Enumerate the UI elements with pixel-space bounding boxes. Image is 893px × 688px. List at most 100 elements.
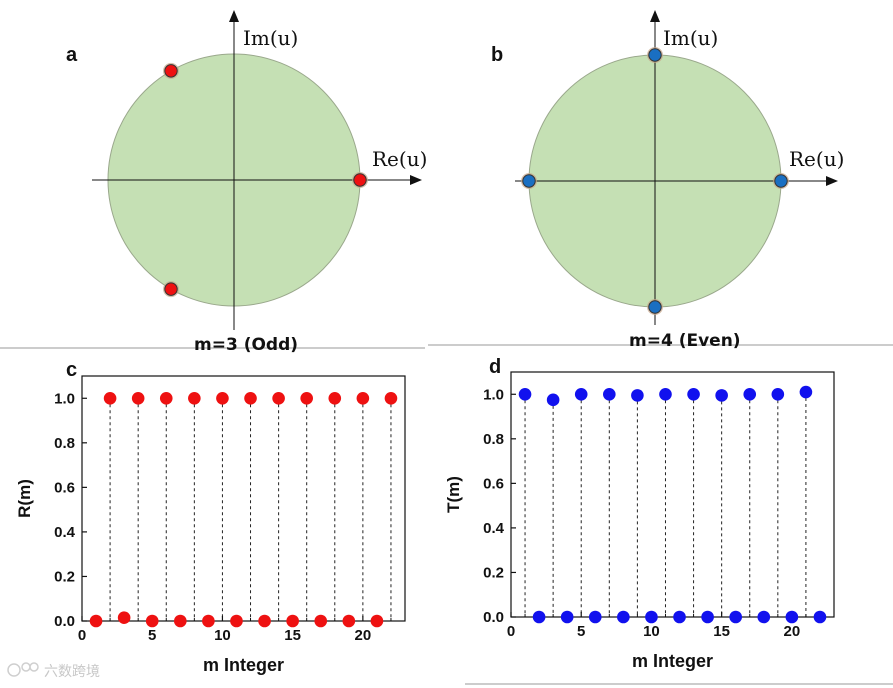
- odd-point: [353, 173, 367, 187]
- data-point: [244, 391, 257, 405]
- y-tick-label: 0.4: [483, 520, 505, 537]
- data-point: [687, 387, 700, 401]
- re-label-b: Re(u): [789, 147, 844, 171]
- caption-b: m=4 (Even): [629, 331, 741, 351]
- data-point: [617, 610, 630, 624]
- panel-c: c 0.0 0.2 0.4 0.6 0.8 1.0 0 5 10 15 20 m Integer R(m…: [15, 359, 406, 675]
- data-point: [202, 614, 215, 628]
- data-point: [673, 610, 686, 624]
- data-point: [342, 614, 356, 628]
- watermark-logo-icon: [7, 662, 39, 677]
- data-point: [258, 614, 271, 628]
- data-point: [300, 391, 313, 405]
- x-tick-label: 10: [214, 627, 231, 644]
- y-tick-label: 0.4: [54, 524, 76, 541]
- even-point: [648, 48, 662, 62]
- data-point: [715, 389, 728, 402]
- data-point: [216, 391, 229, 405]
- x-tick-label: 15: [284, 627, 301, 644]
- y-axis-label: R(m): [15, 479, 34, 518]
- data-point: [813, 610, 827, 624]
- x-tick-label: 5: [577, 623, 585, 640]
- points-b: [521, 47, 789, 315]
- y-tick-label: 0.0: [483, 609, 504, 626]
- data-point: [701, 610, 714, 624]
- even-point: [522, 174, 536, 188]
- y-axis-label: T(m): [444, 476, 463, 513]
- panel-letter-a: a: [66, 44, 78, 66]
- panel-b: b Im(u) Re(u) m=4 (Even): [491, 10, 844, 351]
- data-point: [356, 391, 370, 405]
- im-label-b: Im(u): [663, 26, 718, 50]
- data-point: [188, 391, 201, 405]
- data-point: [272, 391, 285, 405]
- data-point: [631, 389, 644, 402]
- x-tick-label: 20: [355, 627, 372, 644]
- data-point: [729, 610, 742, 624]
- y-tick-label: 0.6: [483, 475, 504, 492]
- data-point: [659, 387, 672, 401]
- data-point: [532, 610, 546, 624]
- data-point: [645, 610, 658, 624]
- data-point: [174, 614, 187, 628]
- panel-letter-c: c: [66, 359, 77, 381]
- y-tick-label: 1.0: [483, 386, 504, 403]
- even-point: [648, 300, 662, 314]
- data-point: [574, 387, 588, 401]
- data-point: [89, 614, 103, 628]
- x-axis-label: m Integer: [632, 651, 713, 671]
- data-point: [546, 393, 560, 407]
- data-point: [757, 610, 771, 624]
- data-point: [785, 610, 799, 624]
- x-tick-label: 10: [643, 623, 660, 640]
- odd-point: [164, 64, 178, 78]
- points-a: [163, 62, 368, 298]
- data-point: [370, 614, 384, 628]
- watermark-text: 六数跨境: [44, 664, 100, 680]
- data-point: [743, 387, 757, 401]
- plot-c: 0.0 0.2 0.4 0.6 0.8 1.0 0 5 10 15 20 m Integer R(m): [15, 375, 406, 675]
- im-label-a: Im(u): [243, 26, 298, 50]
- even-point: [774, 174, 788, 188]
- x-tick-label: 0: [507, 623, 515, 640]
- plot-d: 0.0 0.2 0.4 0.6 0.8 1.0 0 5 10 15 20 m Integer T(m): [444, 371, 835, 671]
- data-point: [230, 614, 243, 628]
- odd-point: [164, 282, 178, 296]
- data-point: [131, 391, 145, 405]
- x-tick-label: 15: [713, 623, 730, 640]
- watermark: 六数跨境: [7, 662, 100, 680]
- plot-frame: [510, 371, 835, 618]
- panel-letter-b: b: [491, 44, 503, 66]
- x-tick-label: 5: [148, 627, 156, 644]
- y-tick-label: 0.0: [54, 613, 75, 630]
- caption-a: m=3 (Odd): [194, 335, 298, 355]
- data-point: [286, 614, 299, 628]
- re-label-a: Re(u): [372, 147, 427, 171]
- y-tick-label: 0.2: [54, 568, 75, 585]
- data-point: [314, 614, 328, 628]
- panel-d: d 0.0 0.2 0.4 0.6 0.8 1.0 0 5 10 15 20 m Integer T(m…: [444, 356, 835, 671]
- x-axis-label: m Integer: [203, 655, 284, 675]
- data-point: [560, 610, 574, 624]
- x-tick-label: 20: [784, 623, 801, 640]
- data-point: [145, 614, 159, 628]
- data-point: [384, 391, 398, 405]
- y-tick-label: 1.0: [54, 390, 75, 407]
- y-tick-label: 0.8: [54, 435, 75, 452]
- data-point: [103, 391, 117, 405]
- data-point: [588, 610, 602, 624]
- data-point: [799, 385, 813, 399]
- data-point: [603, 387, 616, 401]
- plot-frame: [81, 375, 406, 622]
- panel-letter-d: d: [489, 356, 501, 378]
- y-tick-label: 0.8: [483, 431, 504, 448]
- y-tick-label: 0.2: [483, 564, 504, 581]
- data-point: [159, 391, 173, 405]
- y-tick-label: 0.6: [54, 479, 75, 496]
- data-point: [518, 387, 532, 401]
- panel-a: a Im(u) Re(u) m=3 (Odd): [66, 10, 427, 355]
- data-point: [117, 611, 131, 624]
- x-tick-label: 0: [78, 627, 86, 644]
- data-point: [771, 387, 785, 401]
